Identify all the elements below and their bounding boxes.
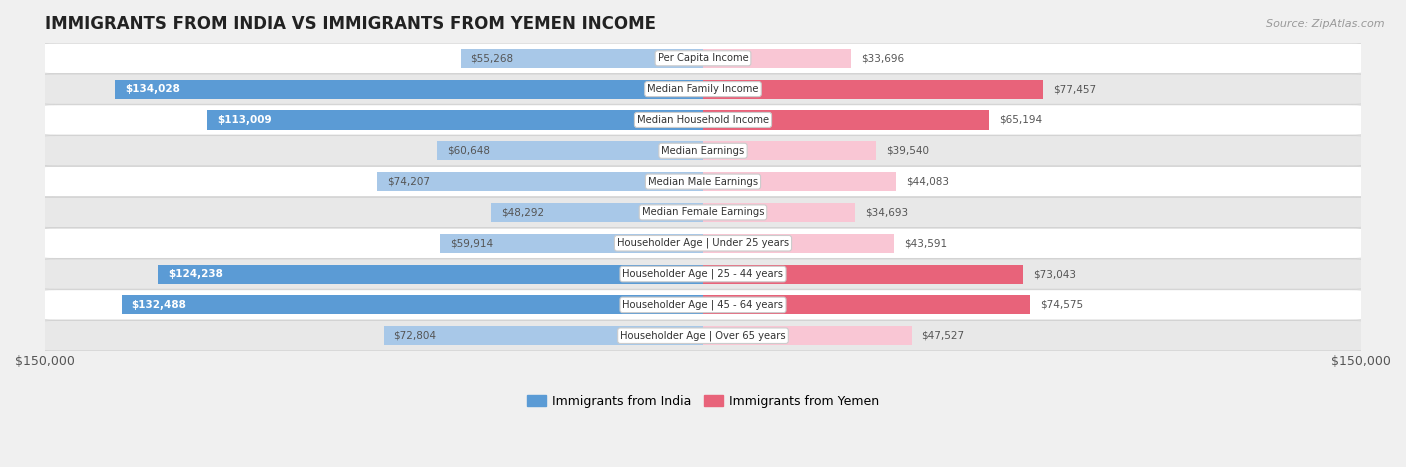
Text: $43,591: $43,591 <box>904 238 948 248</box>
Text: $44,083: $44,083 <box>907 177 949 187</box>
Bar <box>703 264 1024 283</box>
Text: $65,194: $65,194 <box>998 115 1042 125</box>
Bar <box>384 326 703 345</box>
Bar <box>157 264 703 283</box>
Text: Householder Age | Under 25 years: Householder Age | Under 25 years <box>617 238 789 248</box>
FancyBboxPatch shape <box>38 228 1368 258</box>
Bar <box>703 79 1043 99</box>
FancyBboxPatch shape <box>38 198 1368 227</box>
FancyBboxPatch shape <box>38 290 1368 320</box>
Bar <box>377 172 703 191</box>
Text: Householder Age | 45 - 64 years: Householder Age | 45 - 64 years <box>623 300 783 310</box>
Text: $77,457: $77,457 <box>1053 84 1095 94</box>
Bar <box>122 295 703 314</box>
Text: $74,575: $74,575 <box>1040 300 1083 310</box>
Text: Median Family Income: Median Family Income <box>647 84 759 94</box>
Text: $134,028: $134,028 <box>125 84 180 94</box>
Text: $73,043: $73,043 <box>1033 269 1077 279</box>
Text: $55,268: $55,268 <box>471 53 513 64</box>
Text: $39,540: $39,540 <box>886 146 929 156</box>
Text: $72,804: $72,804 <box>394 331 436 341</box>
Text: $132,488: $132,488 <box>132 300 187 310</box>
FancyBboxPatch shape <box>38 321 1368 351</box>
Text: $48,292: $48,292 <box>501 207 544 218</box>
Legend: Immigrants from India, Immigrants from Yemen: Immigrants from India, Immigrants from Y… <box>522 389 884 413</box>
Text: $34,693: $34,693 <box>865 207 908 218</box>
Bar <box>440 234 703 253</box>
Bar <box>703 49 851 68</box>
Text: $74,207: $74,207 <box>387 177 430 187</box>
Bar <box>491 203 703 222</box>
FancyBboxPatch shape <box>38 43 1368 73</box>
Text: IMMIGRANTS FROM INDIA VS IMMIGRANTS FROM YEMEN INCOME: IMMIGRANTS FROM INDIA VS IMMIGRANTS FROM… <box>45 15 657 33</box>
Text: $60,648: $60,648 <box>447 146 489 156</box>
Text: Source: ZipAtlas.com: Source: ZipAtlas.com <box>1267 19 1385 28</box>
Bar <box>703 141 876 160</box>
Bar <box>703 234 894 253</box>
Text: $59,914: $59,914 <box>450 238 494 248</box>
Bar <box>703 326 911 345</box>
FancyBboxPatch shape <box>38 259 1368 289</box>
Text: $33,696: $33,696 <box>860 53 904 64</box>
Text: Per Capita Income: Per Capita Income <box>658 53 748 64</box>
FancyBboxPatch shape <box>38 167 1368 197</box>
Text: $47,527: $47,527 <box>921 331 965 341</box>
Bar <box>703 203 855 222</box>
Bar <box>207 110 703 129</box>
Bar <box>115 79 703 99</box>
FancyBboxPatch shape <box>38 74 1368 104</box>
Bar <box>703 110 988 129</box>
Bar <box>703 295 1031 314</box>
FancyBboxPatch shape <box>38 136 1368 166</box>
Bar <box>461 49 703 68</box>
Text: Median Male Earnings: Median Male Earnings <box>648 177 758 187</box>
Text: Median Household Income: Median Household Income <box>637 115 769 125</box>
FancyBboxPatch shape <box>38 105 1368 135</box>
Bar <box>703 172 897 191</box>
Text: $124,238: $124,238 <box>167 269 222 279</box>
Text: Householder Age | Over 65 years: Householder Age | Over 65 years <box>620 331 786 341</box>
Bar <box>437 141 703 160</box>
Text: Median Female Earnings: Median Female Earnings <box>641 207 765 218</box>
Text: Householder Age | 25 - 44 years: Householder Age | 25 - 44 years <box>623 269 783 279</box>
Text: $113,009: $113,009 <box>217 115 271 125</box>
Text: Median Earnings: Median Earnings <box>661 146 745 156</box>
